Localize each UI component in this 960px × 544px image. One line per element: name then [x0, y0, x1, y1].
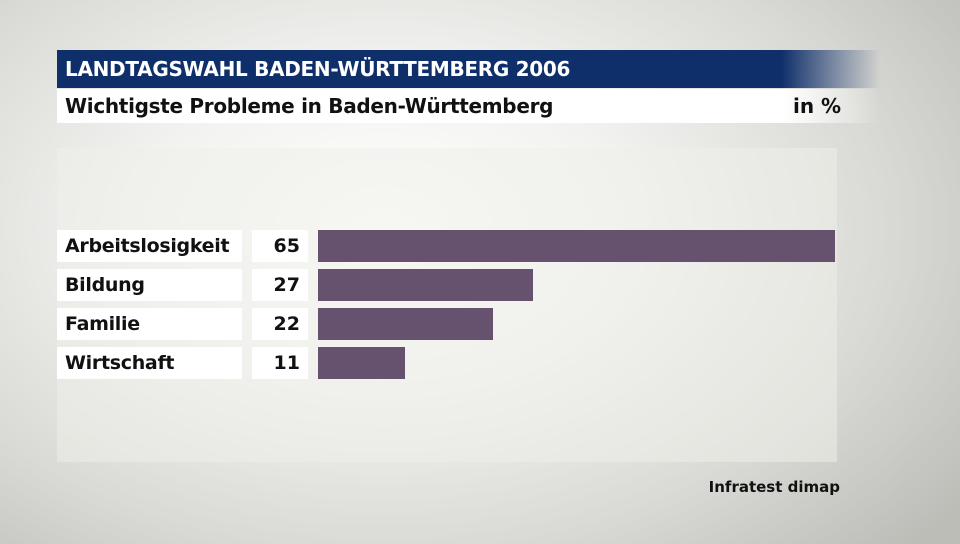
chart-panel	[57, 148, 837, 462]
value-label: 65	[252, 230, 308, 262]
chart-subtitle: Wichtigste Probleme in Baden-Württemberg	[65, 94, 554, 118]
value-label: 11	[252, 347, 308, 379]
category-label: Wirtschaft	[57, 347, 242, 379]
category-label: Familie	[57, 308, 242, 340]
bar	[318, 269, 533, 301]
chart-subtitle-bar: Wichtigste Probleme in Baden-Württemberg…	[57, 89, 880, 123]
source-label: Infratest dimap	[708, 478, 840, 496]
bar	[318, 347, 405, 379]
value-label: 22	[252, 308, 308, 340]
bar	[318, 308, 493, 340]
bar	[318, 230, 835, 262]
category-label: Arbeitslosigkeit	[57, 230, 242, 262]
chart-title-bar: LANDTAGSWAHL BADEN-WÜRTTEMBERG 2006	[57, 50, 880, 88]
unit-label: in %	[793, 94, 842, 118]
chart-title: LANDTAGSWAHL BADEN-WÜRTTEMBERG 2006	[65, 57, 571, 81]
value-label: 27	[252, 269, 308, 301]
category-label: Bildung	[57, 269, 242, 301]
